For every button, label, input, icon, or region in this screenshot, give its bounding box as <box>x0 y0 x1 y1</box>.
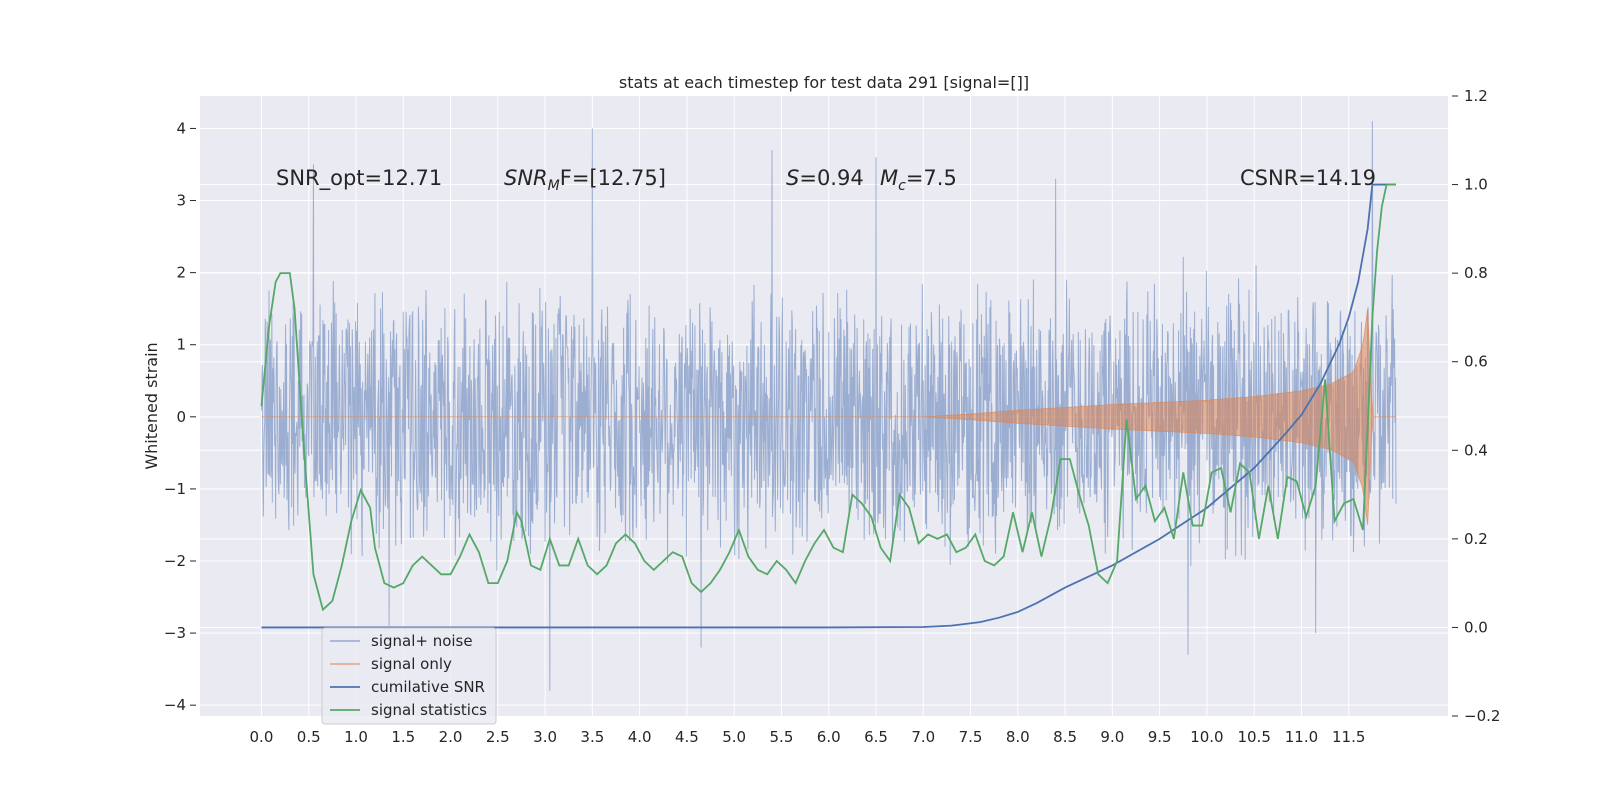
x-tick-label: 2.5 <box>486 728 510 746</box>
snr-mf-label: SNR <box>504 166 548 190</box>
y2-tick-label: 0.4 <box>1464 441 1488 459</box>
x-tick-label: 5.5 <box>770 728 794 746</box>
y-tick-label: 1 <box>176 336 186 354</box>
x-tick-label: 3.0 <box>533 728 557 746</box>
x-tick-label: 5.0 <box>722 728 746 746</box>
mc-label: M <box>880 166 898 190</box>
chart-title: stats at each timestep for test data 291… <box>619 73 1029 92</box>
x-tick-label: 7.0 <box>911 728 935 746</box>
legend-box <box>321 627 497 725</box>
y2-tick-label: 1.2 <box>1464 87 1488 105</box>
x-tick-label: 9.5 <box>1148 728 1172 746</box>
x-tick-label: 11.0 <box>1285 728 1318 746</box>
x-tick-label: 11.5 <box>1332 728 1365 746</box>
y2-tick-label: 0.2 <box>1464 530 1488 548</box>
y2-tick-label: 1.0 <box>1464 176 1488 194</box>
legend-label-noise: signal+ noise <box>371 632 473 650</box>
series-signal-only <box>261 308 1396 526</box>
x-tick-label: 8.0 <box>1006 728 1030 746</box>
x-tick-label: 4.5 <box>675 728 699 746</box>
y2-tick-label: 0.0 <box>1464 618 1488 636</box>
series-signal-statistics <box>260 183 1396 612</box>
y-axis-ticks: −4 −3 −2 −1 0 1 2 3 4 <box>164 119 196 714</box>
series-signal-plus-noise <box>260 121 1397 691</box>
snr-mf-value: F=[12.75] <box>560 166 666 190</box>
y-tick-label: −4 <box>164 696 186 714</box>
x-tick-label: 7.5 <box>959 728 983 746</box>
y2-tick-label: −0.2 <box>1464 707 1500 725</box>
y-tick-label: 4 <box>176 119 186 137</box>
x-tick-label: 2.0 <box>439 728 463 746</box>
y-tick-label: −3 <box>164 624 186 642</box>
x-tick-label: 8.5 <box>1053 728 1077 746</box>
s-label: S <box>786 166 799 190</box>
y2-axis-ticks: −0.2 0.0 0.2 0.4 0.6 0.8 1.0 1.2 <box>1452 87 1500 725</box>
y-tick-label: 3 <box>176 192 186 210</box>
annotation-mc: Mc=7.5 <box>880 166 957 194</box>
x-tick-label: 10.5 <box>1237 728 1270 746</box>
mc-value: =7.5 <box>906 166 957 190</box>
x-tick-label: 10.0 <box>1190 728 1223 746</box>
legend-label-signal: signal only <box>371 655 452 673</box>
x-axis-ticks: 0.0 0.5 1.0 1.5 2.0 2.5 3.0 3.5 4.0 4.5 5.0 5.5 6.0 6… <box>250 728 1366 746</box>
x-tick-label: 0.5 <box>297 728 321 746</box>
x-tick-label: 4.0 <box>628 728 652 746</box>
legend: signal+ noise signal only cumilative SNR… <box>321 627 497 725</box>
y2-tick-label: 0.8 <box>1464 264 1488 282</box>
x-tick-label: 9.0 <box>1100 728 1124 746</box>
y-tick-label: −2 <box>164 552 186 570</box>
x-tick-label: 1.5 <box>391 728 415 746</box>
legend-label-cumulative: cumilative SNR <box>371 678 485 696</box>
y-tick-label: −1 <box>164 480 186 498</box>
annotation-snr-mf: SNRMF=[12.75] <box>504 166 666 194</box>
annotation-snr-opt: SNR_opt=12.71 <box>276 166 442 191</box>
y-tick-label: 0 <box>176 408 186 426</box>
annotation-csnr: CSNR=14.19 <box>1240 166 1376 190</box>
series-cumulative-snr <box>261 183 1396 629</box>
y-tick-label: 2 <box>176 264 186 282</box>
x-tick-label: 3.5 <box>580 728 604 746</box>
x-tick-label: 0.0 <box>250 728 274 746</box>
x-tick-label: 6.0 <box>817 728 841 746</box>
x-tick-label: 6.5 <box>864 728 888 746</box>
y-axis-label: Whitened strain <box>142 342 161 469</box>
mc-subscript: c <box>898 178 906 194</box>
x-tick-label: 1.0 <box>344 728 368 746</box>
annotation-s: S=0.94 <box>786 166 864 190</box>
snr-mf-subscript: M <box>548 178 560 194</box>
s-value: =0.94 <box>799 166 863 190</box>
legend-label-statistics: signal statistics <box>371 701 487 719</box>
y2-tick-label: 0.6 <box>1464 353 1488 371</box>
